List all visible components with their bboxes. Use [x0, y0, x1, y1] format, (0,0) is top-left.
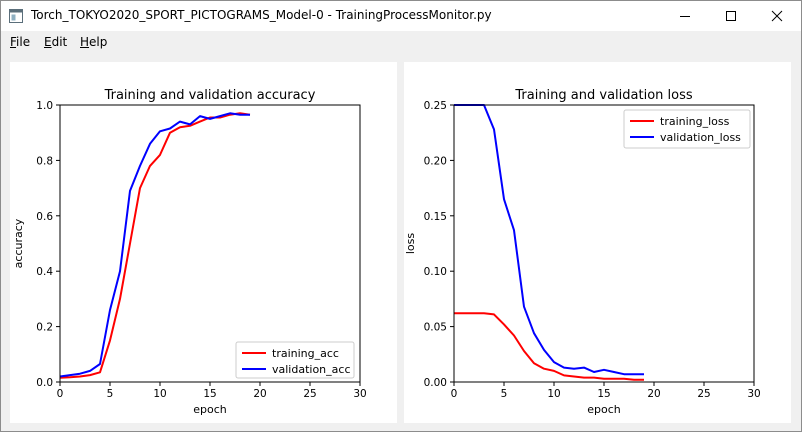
- close-button[interactable]: [754, 1, 800, 31]
- maximize-icon: [726, 11, 736, 21]
- loss-x-tick-label: 10: [547, 388, 560, 400]
- accuracy-y-axis-label: accuracy: [12, 218, 25, 268]
- accuracy-y-tick-label: 0.2: [36, 322, 53, 334]
- accuracy-y-tick-label: 0.6: [36, 211, 53, 223]
- accuracy-series-training-acc: [59, 112, 251, 379]
- loss-series-training-loss: [454, 312, 644, 381]
- loss-series-validation-loss: [454, 104, 644, 376]
- menu-help[interactable]: Help: [80, 35, 107, 49]
- accuracy-y-tick-label: 0.0: [36, 377, 53, 389]
- menu-help-label: elp: [89, 35, 108, 49]
- loss-y-tick-label: 0.10: [424, 266, 447, 278]
- menu-bar: File Edit Help: [1, 31, 801, 53]
- loss-plot-frame: [453, 104, 755, 383]
- menu-help-mnemonic: H: [80, 35, 90, 49]
- loss-chart-panel: Training and validation loss 0 5 10 15 20 25 30…: [404, 62, 791, 423]
- accuracy-y-tick-label: 1.0: [36, 100, 53, 112]
- menu-file-mnemonic: F: [10, 35, 17, 49]
- accuracy-chart-title: Training and validation accuracy: [104, 88, 316, 103]
- loss-chart: Training and validation loss 0 5 10 15 20 25 30…: [404, 88, 761, 416]
- loss-y-tick-label: 0.20: [424, 155, 447, 167]
- menu-file[interactable]: File: [10, 35, 30, 49]
- accuracy-y-tick-label: 0.4: [36, 266, 53, 278]
- maximize-button[interactable]: [708, 1, 754, 31]
- menu-file-label: ile: [16, 35, 31, 49]
- loss-y-tick-label: 0.25: [424, 100, 447, 112]
- accuracy-legend-label: training_acc: [272, 347, 339, 360]
- accuracy-x-tick-label: 5: [107, 388, 114, 400]
- title-bar[interactable]: Torch_TOKYO2020_SPORT_PICTOGRAMS_Model-0…: [1, 1, 801, 31]
- minimize-button[interactable]: [662, 1, 708, 31]
- loss-x-tick-label: 15: [597, 388, 610, 400]
- loss-y-axis-label: loss: [404, 233, 417, 255]
- menu-edit[interactable]: Edit: [44, 35, 67, 49]
- close-icon: [771, 10, 783, 22]
- accuracy-y-tick-label: 0.8: [36, 155, 53, 167]
- loss-legend-label: training_loss: [660, 115, 730, 128]
- window-title: Torch_TOKYO2020_SPORT_PICTOGRAMS_Model-0…: [31, 8, 492, 22]
- window-icon: [9, 9, 23, 23]
- minimize-icon: [680, 16, 690, 17]
- loss-x-tick-label: 25: [697, 388, 710, 400]
- menu-edit-label: dit: [51, 35, 68, 49]
- menu-edit-mnemonic: E: [44, 35, 52, 49]
- loss-legend-box: [623, 109, 751, 149]
- accuracy-x-tick-label: 25: [303, 388, 316, 400]
- accuracy-chart-panel: Training and validation accuracy 0 5 10 15 20…: [10, 62, 397, 423]
- accuracy-x-axis-label: epoch: [193, 403, 227, 416]
- accuracy-x-tick-label: 0: [57, 388, 64, 400]
- accuracy-x-tick-label: 10: [153, 388, 166, 400]
- loss-x-tick-label: 20: [647, 388, 660, 400]
- loss-x-tick-label: 5: [501, 388, 508, 400]
- accuracy-x-tick-label: 15: [203, 388, 216, 400]
- loss-legend-label: validation_loss: [660, 131, 741, 144]
- accuracy-x-tick-label: 30: [353, 388, 366, 400]
- accuracy-x-tick-label: 20: [253, 388, 266, 400]
- loss-chart-title: Training and validation loss: [514, 88, 692, 103]
- accuracy-chart: Training and validation accuracy 0 5 10 15 20…: [12, 88, 367, 416]
- accuracy-plot-frame: [59, 104, 361, 383]
- loss-x-tick-label: 0: [451, 388, 458, 400]
- accuracy-series-validation-acc: [59, 112, 250, 378]
- loss-x-axis-label: epoch: [587, 403, 621, 416]
- loss-y-tick-label: 0.00: [424, 377, 447, 389]
- loss-y-tick-label: 0.05: [424, 322, 447, 334]
- accuracy-legend-label: validation_acc: [272, 363, 351, 376]
- loss-x-tick-label: 30: [747, 388, 760, 400]
- loss-y-tick-label: 0.15: [424, 211, 447, 223]
